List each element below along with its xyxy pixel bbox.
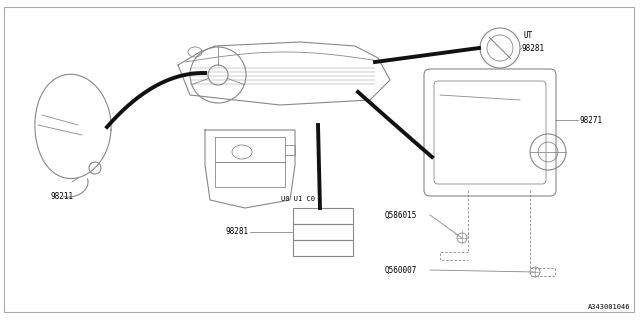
FancyBboxPatch shape xyxy=(434,81,546,184)
Text: Q586015: Q586015 xyxy=(385,211,417,220)
FancyBboxPatch shape xyxy=(424,69,556,196)
Text: 98281: 98281 xyxy=(522,44,545,52)
Text: 98271: 98271 xyxy=(580,116,603,124)
Text: 98281: 98281 xyxy=(226,228,249,236)
Text: U0 U1 C0: U0 U1 C0 xyxy=(281,196,315,202)
Text: A343001046: A343001046 xyxy=(588,304,630,310)
Bar xyxy=(293,208,353,224)
Text: UT: UT xyxy=(524,30,533,39)
Bar xyxy=(293,240,353,256)
Text: Q560007: Q560007 xyxy=(385,266,417,275)
Text: 98211: 98211 xyxy=(51,192,74,201)
Bar xyxy=(293,224,353,240)
